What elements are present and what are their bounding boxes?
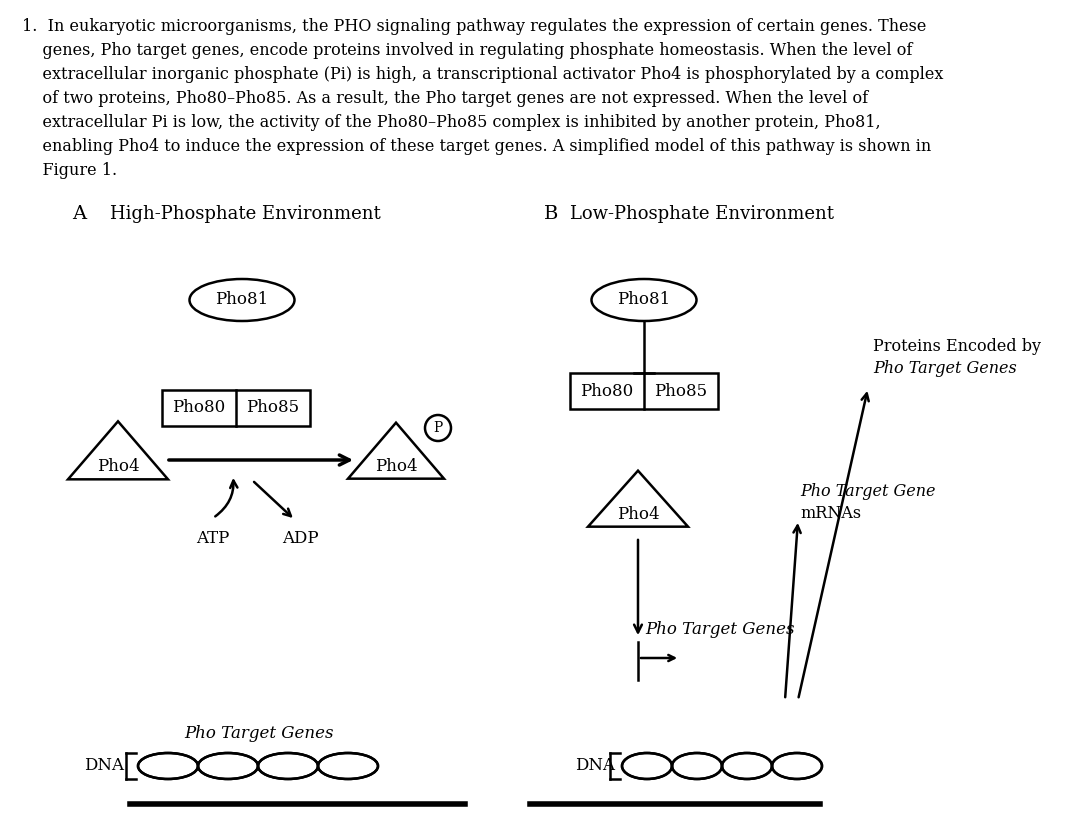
- Text: Figure 1.: Figure 1.: [22, 162, 117, 179]
- Text: Pho4: Pho4: [617, 506, 659, 523]
- Text: DNA: DNA: [84, 757, 124, 775]
- Text: Pho81: Pho81: [618, 292, 671, 308]
- Text: Pho Target Genes: Pho Target Genes: [645, 621, 795, 638]
- Text: Pho80: Pho80: [580, 382, 634, 400]
- Text: ADP: ADP: [282, 530, 319, 547]
- Text: Pho Target Genes: Pho Target Genes: [873, 360, 1016, 377]
- Text: extracellular Pi is low, the activity of the Pho80–Pho85 complex is inhibited by: extracellular Pi is low, the activity of…: [22, 114, 880, 131]
- Bar: [570, 373, 718, 409]
- Text: Pho4: Pho4: [375, 458, 417, 475]
- Text: Pho85: Pho85: [246, 400, 299, 416]
- Text: Low-Phosphate Environment: Low-Phosphate Environment: [570, 205, 834, 223]
- Text: mRNAs: mRNAs: [800, 505, 861, 522]
- Text: extracellular inorganic phosphate (Pi) is high, a transcriptional activator Pho4: extracellular inorganic phosphate (Pi) i…: [22, 66, 943, 83]
- Text: Pho Target Genes: Pho Target Genes: [185, 725, 334, 742]
- Bar: [162, 390, 310, 426]
- Text: DNA: DNA: [575, 757, 615, 775]
- Text: Proteins Encoded by: Proteins Encoded by: [873, 338, 1041, 355]
- Text: Pho81: Pho81: [215, 292, 269, 308]
- Text: A: A: [72, 205, 86, 223]
- Text: 1.  In eukaryotic microorganisms, the PHO signaling pathway regulates the expres: 1. In eukaryotic microorganisms, the PHO…: [22, 18, 927, 35]
- Text: P: P: [433, 421, 443, 435]
- Text: Pho80: Pho80: [173, 400, 226, 416]
- Text: Pho4: Pho4: [97, 458, 139, 475]
- Text: of two proteins, Pho80–Pho85. As a result, the Pho target genes are not expresse: of two proteins, Pho80–Pho85. As a resul…: [22, 90, 868, 107]
- Text: Pho85: Pho85: [654, 382, 707, 400]
- Text: High-Phosphate Environment: High-Phosphate Environment: [110, 205, 381, 223]
- Text: B: B: [544, 205, 558, 223]
- Text: ATP: ATP: [197, 530, 230, 547]
- Text: genes, Pho target genes, encode proteins involved in regulating phosphate homeos: genes, Pho target genes, encode proteins…: [22, 42, 913, 59]
- Text: enabling Pho4 to induce the expression of these target genes. A simplified model: enabling Pho4 to induce the expression o…: [22, 138, 931, 155]
- Text: Pho Target Gene: Pho Target Gene: [800, 483, 935, 500]
